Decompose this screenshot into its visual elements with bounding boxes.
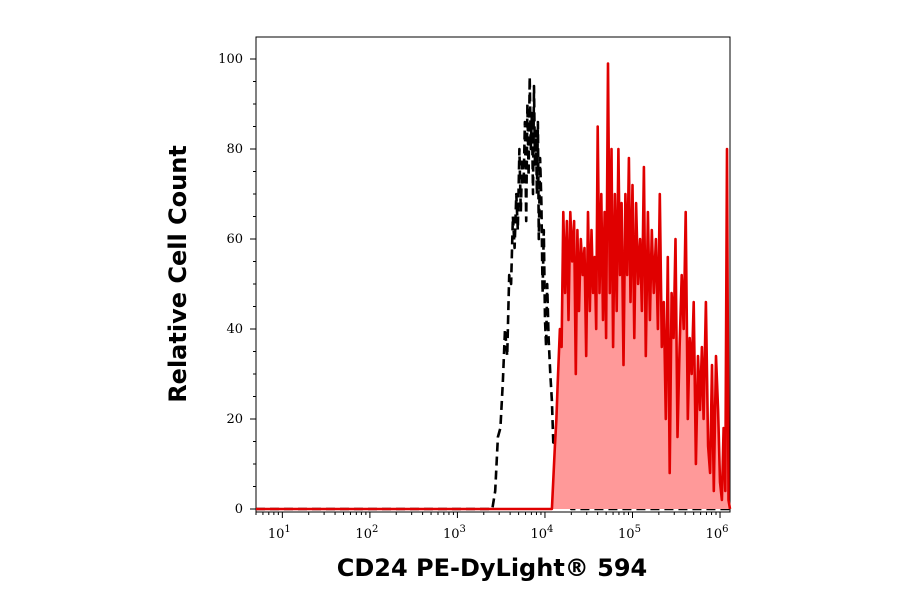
series-layer [256,62,732,511]
x-axis: 101 102 103 104 105 106 [255,512,729,542]
x-axis-title: CD24 PE-DyLight® 594 [337,554,648,582]
plot-frame [255,36,731,513]
x-tick-label: 102 [355,524,378,542]
y-tick-label: 0 [235,502,243,517]
x-tick-label: 106 [706,524,729,542]
x-tick-label: 104 [530,524,553,542]
x-tick-label: 101 [268,524,291,542]
y-tick-label: 60 [226,232,243,247]
series-1-line [256,62,732,511]
y-tick-label: 40 [226,322,243,337]
y-tick-label: 100 [218,52,243,67]
y-tick-label: 20 [226,412,243,427]
y-axis-title: Relative Cell Count [164,145,192,403]
y-axis: 0 20 40 60 80 100 [218,52,256,517]
x-tick-label: 105 [618,524,641,542]
y-tick-label: 80 [226,142,243,157]
x-tick-label: 103 [443,524,466,542]
